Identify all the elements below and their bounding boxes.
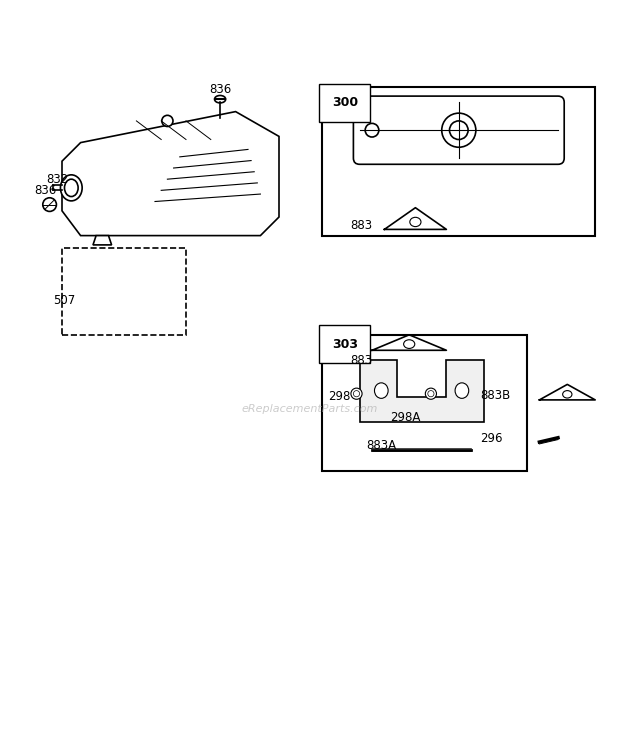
PathPatch shape bbox=[62, 112, 279, 236]
Bar bbox=[322, 87, 595, 236]
Ellipse shape bbox=[43, 198, 56, 211]
Ellipse shape bbox=[450, 121, 468, 139]
Text: 836: 836 bbox=[34, 185, 56, 197]
Ellipse shape bbox=[60, 175, 82, 201]
Ellipse shape bbox=[455, 383, 469, 398]
Ellipse shape bbox=[162, 115, 173, 126]
Ellipse shape bbox=[215, 95, 226, 103]
PathPatch shape bbox=[93, 236, 112, 245]
Ellipse shape bbox=[410, 217, 421, 227]
Text: 836: 836 bbox=[209, 83, 231, 97]
Ellipse shape bbox=[351, 388, 362, 400]
Text: 883B: 883B bbox=[480, 389, 511, 402]
Text: 300: 300 bbox=[332, 96, 358, 109]
Bar bbox=[322, 335, 527, 471]
Bar bbox=[62, 248, 186, 335]
Text: 303: 303 bbox=[332, 338, 358, 351]
Ellipse shape bbox=[64, 179, 78, 196]
Text: 296: 296 bbox=[480, 432, 503, 445]
Ellipse shape bbox=[353, 391, 360, 397]
FancyBboxPatch shape bbox=[353, 96, 564, 164]
Ellipse shape bbox=[374, 383, 388, 398]
Text: 832: 832 bbox=[46, 173, 69, 186]
Text: 298: 298 bbox=[329, 391, 351, 403]
Text: 883: 883 bbox=[350, 219, 373, 231]
Text: 883A: 883A bbox=[366, 439, 396, 452]
PathPatch shape bbox=[360, 359, 484, 422]
Text: 883: 883 bbox=[350, 354, 373, 368]
Ellipse shape bbox=[563, 391, 572, 398]
Ellipse shape bbox=[441, 113, 476, 147]
Ellipse shape bbox=[365, 124, 379, 137]
Ellipse shape bbox=[404, 340, 415, 348]
Ellipse shape bbox=[425, 388, 436, 400]
Text: 507: 507 bbox=[53, 294, 75, 307]
Ellipse shape bbox=[428, 391, 434, 397]
Text: eReplacementParts.com: eReplacementParts.com bbox=[242, 404, 378, 414]
Text: 298A: 298A bbox=[391, 411, 421, 424]
